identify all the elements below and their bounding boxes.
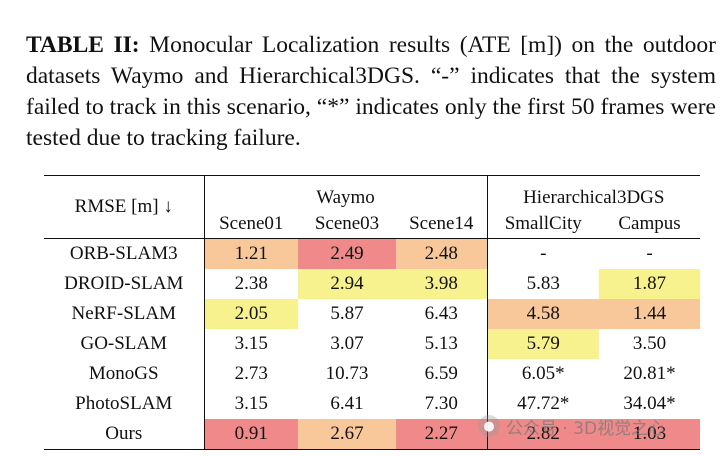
table-cell: 3.15 <box>203 389 298 419</box>
table-row-droid-slam: DROID-SLAM 2.38 2.94 3.98 5.83 1.87 <box>44 269 701 299</box>
table-cell: 7.30 <box>424 393 458 414</box>
table-cell: 2.94 <box>298 269 396 299</box>
table-cell: 3.50 <box>632 333 667 354</box>
table-cell: 2.27 <box>396 419 487 450</box>
caption-text: Monocular Localization results (ATE [m])… <box>26 32 716 151</box>
results-table: RMSE [m] ↓ Waymo Hierarchical3DGS Scene0… <box>44 175 701 450</box>
method-name: PhotoSLAM <box>75 393 173 414</box>
table-cell: 1.03 <box>599 419 701 450</box>
table-label: TABLE II: <box>26 32 140 58</box>
table-cell: 2.48 <box>396 238 487 269</box>
table-cell: 2.67 <box>298 419 396 450</box>
table-row-orb-slam3: ORB-SLAM3 1.21 2.49 2.48 - - <box>44 238 700 269</box>
table-cell: 47.72* <box>486 389 599 419</box>
table-row-ours: Ours 0.91 2.67 2.27 2.82 1.03 <box>44 419 701 450</box>
column-header-scene01: Scene01 <box>203 209 298 239</box>
table-row-monogs: MonoGS 2.73 10.73 6.59 6.05* 20.81* <box>44 359 700 389</box>
group-header-waymo: Waymo <box>203 175 487 209</box>
watermark: ● 公众号 · 3D视觉之心 <box>478 411 665 441</box>
table-cell: 6.59 <box>424 363 458 384</box>
column-header-campus: Campus <box>599 209 701 239</box>
table-cell: 1.21 <box>203 238 298 269</box>
table-row-photoslam: PhotoSLAM 3.15 6.41 7.30 47.72* 34.04* <box>44 389 700 419</box>
table-row-nerf-slam: NeRF-SLAM 2.05 5.87 6.43 4.58 1.44 <box>44 299 701 329</box>
table-cell: 5.79 <box>486 329 599 359</box>
method-name: MonoGS <box>88 363 159 384</box>
wechat-icon: ● <box>478 415 500 437</box>
column-header-scene14: Scene14 <box>396 209 487 239</box>
table-caption: TABLE II: Monocular Localization results… <box>26 30 716 154</box>
table-cell: 5.87 <box>330 303 364 324</box>
table-cell: 1.87 <box>599 269 701 299</box>
table-cell: 3.07 <box>330 333 364 354</box>
table-cell: 1.44 <box>599 299 701 329</box>
column-header-scene03: Scene03 <box>298 209 396 239</box>
table-cell: 6.41 <box>330 393 364 414</box>
table-cell: 6.05* <box>486 359 599 389</box>
method-name: Ours <box>44 419 204 450</box>
table-cell: 4.58 <box>486 299 599 329</box>
table-cell: 2.73 <box>203 359 298 389</box>
table-cell: 0.91 <box>203 419 298 450</box>
table-cell: 3.98 <box>396 269 487 299</box>
table-cell: 3.15 <box>203 329 298 359</box>
table-cell: 2.49 <box>298 238 396 269</box>
table-cell: 2.38 <box>203 269 298 299</box>
watermark-text: 公众号 · 3D视觉之心 <box>506 418 666 439</box>
method-name: ORB-SLAM3 <box>69 243 178 264</box>
group-header-hierarchical3dgs: Hierarchical3DGS <box>486 175 701 209</box>
table-cell: - <box>646 243 653 264</box>
method-name: NeRF-SLAM <box>71 303 176 324</box>
method-name: GO-SLAM <box>80 333 168 354</box>
table-cell: 5.13 <box>424 333 458 354</box>
metric-header: RMSE [m] ↓ <box>44 175 204 239</box>
table-row-go-slam: GO-SLAM 3.15 3.07 5.13 5.79 3.50 <box>44 329 700 359</box>
table-cell: 20.81* <box>623 363 676 384</box>
table-cell: 6.43 <box>424 303 458 324</box>
table-cell: - <box>486 238 599 269</box>
table-cell: 5.83 <box>486 269 599 299</box>
table-cell: 2.05 <box>203 299 298 329</box>
column-header-smallcity: SmallCity <box>486 209 599 239</box>
table-cell: 34.04* <box>623 393 676 414</box>
table-cell: 2.82 <box>486 419 599 450</box>
results-table-container: RMSE [m] ↓ Waymo Hierarchical3DGS Scene0… <box>44 175 701 450</box>
table-cell: 10.73 <box>325 363 369 384</box>
method-name: DROID-SLAM <box>64 273 184 294</box>
